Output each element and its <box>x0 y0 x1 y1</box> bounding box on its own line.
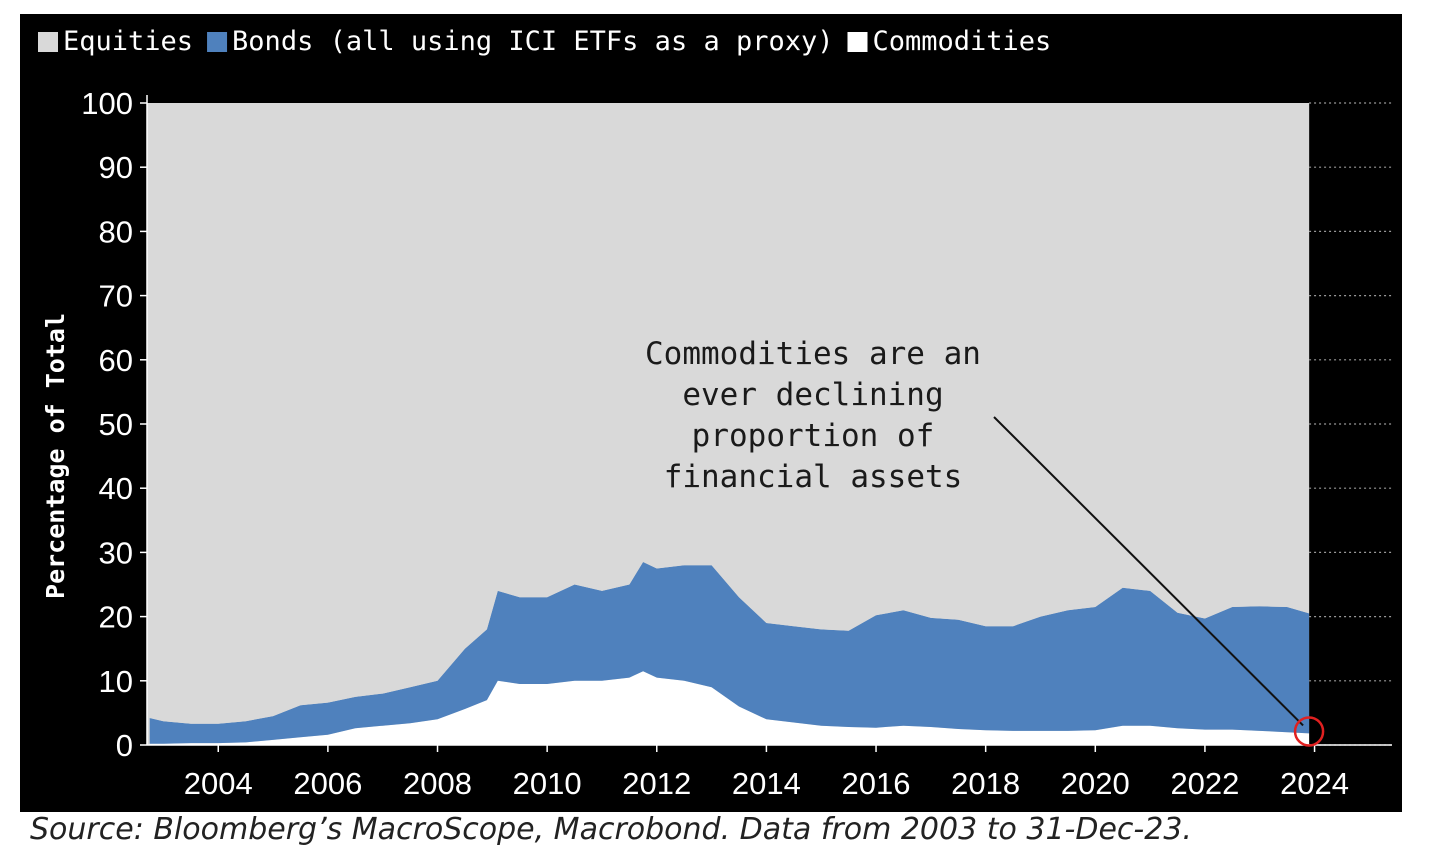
y-tick-label-4: 40 <box>99 471 133 506</box>
x-tick-label-4: 2012 <box>622 766 691 801</box>
y-tick-label-9: 90 <box>99 150 133 185</box>
x-tick-label-0: 2004 <box>184 766 253 801</box>
y-tick-label-0: 0 <box>116 728 133 763</box>
gridlines <box>1309 102 1392 746</box>
legend-swatch-2 <box>847 32 868 52</box>
area-commodities <box>149 671 1310 745</box>
y-axis-label: Percentage of Total <box>41 313 70 599</box>
y-tick-label-7: 70 <box>99 279 133 314</box>
y-tick-label-10: 100 <box>81 86 133 121</box>
annotation-line-1: ever declining <box>682 377 943 413</box>
legend: Equities Bonds (all using ICI ETFs as a p… <box>38 26 1051 57</box>
x-tick-label-1: 2006 <box>293 766 362 801</box>
legend-label-1: Bonds (all using ICI ETFs as a proxy) <box>232 26 833 57</box>
chart-frame: Equities Bonds (all using ICI ETFs as a p… <box>20 14 1402 812</box>
y-tick-label-8: 80 <box>99 214 133 249</box>
annotation-arrow <box>993 416 1304 727</box>
area-bonds <box>149 562 1310 744</box>
area-equities <box>149 103 1310 724</box>
x-tick-label-8: 2020 <box>1061 766 1130 801</box>
annotation-line-0: Commodities are an <box>645 336 981 372</box>
annotation-circle <box>1293 716 1325 747</box>
y-tick-label-3: 30 <box>99 535 133 570</box>
x-tick-label-9: 2022 <box>1170 766 1239 801</box>
annotation-line-3: financial assets <box>664 459 963 495</box>
legend-swatch-1 <box>207 32 228 52</box>
y-tick-label-5: 50 <box>99 407 133 442</box>
x-tick-label-6: 2016 <box>842 766 911 801</box>
legend-swatch-0 <box>38 32 58 52</box>
x-tick-label-3: 2010 <box>513 766 582 801</box>
x-tick-label-2: 2008 <box>403 766 472 801</box>
annotation: Commodities are an ever declining proporti… <box>645 336 1325 747</box>
source-note: Source: Bloomberg’s MacroScope, Macrobon… <box>30 812 1192 847</box>
y-tick-label-6: 60 <box>99 343 133 378</box>
x-tick-label-10: 2024 <box>1280 766 1349 801</box>
legend-label-2: Commodities <box>873 26 1052 57</box>
x-tick-label-5: 2014 <box>732 766 801 801</box>
axes: 0 10 20 30 40 50 60 70 80 90 100 2004 2006 2008 2010 20… <box>41 86 1392 801</box>
plot-area <box>147 103 1310 745</box>
y-tick-label-2: 20 <box>99 600 133 635</box>
y-tick-label-1: 10 <box>99 664 133 699</box>
x-tick-label-7: 2018 <box>951 766 1020 801</box>
annotation-line-2: proportion of <box>692 418 935 454</box>
stacked-area-chart: Equities Bonds (all using ICI ETFs as a p… <box>38 26 1392 801</box>
legend-label-0: Equities <box>63 26 193 57</box>
